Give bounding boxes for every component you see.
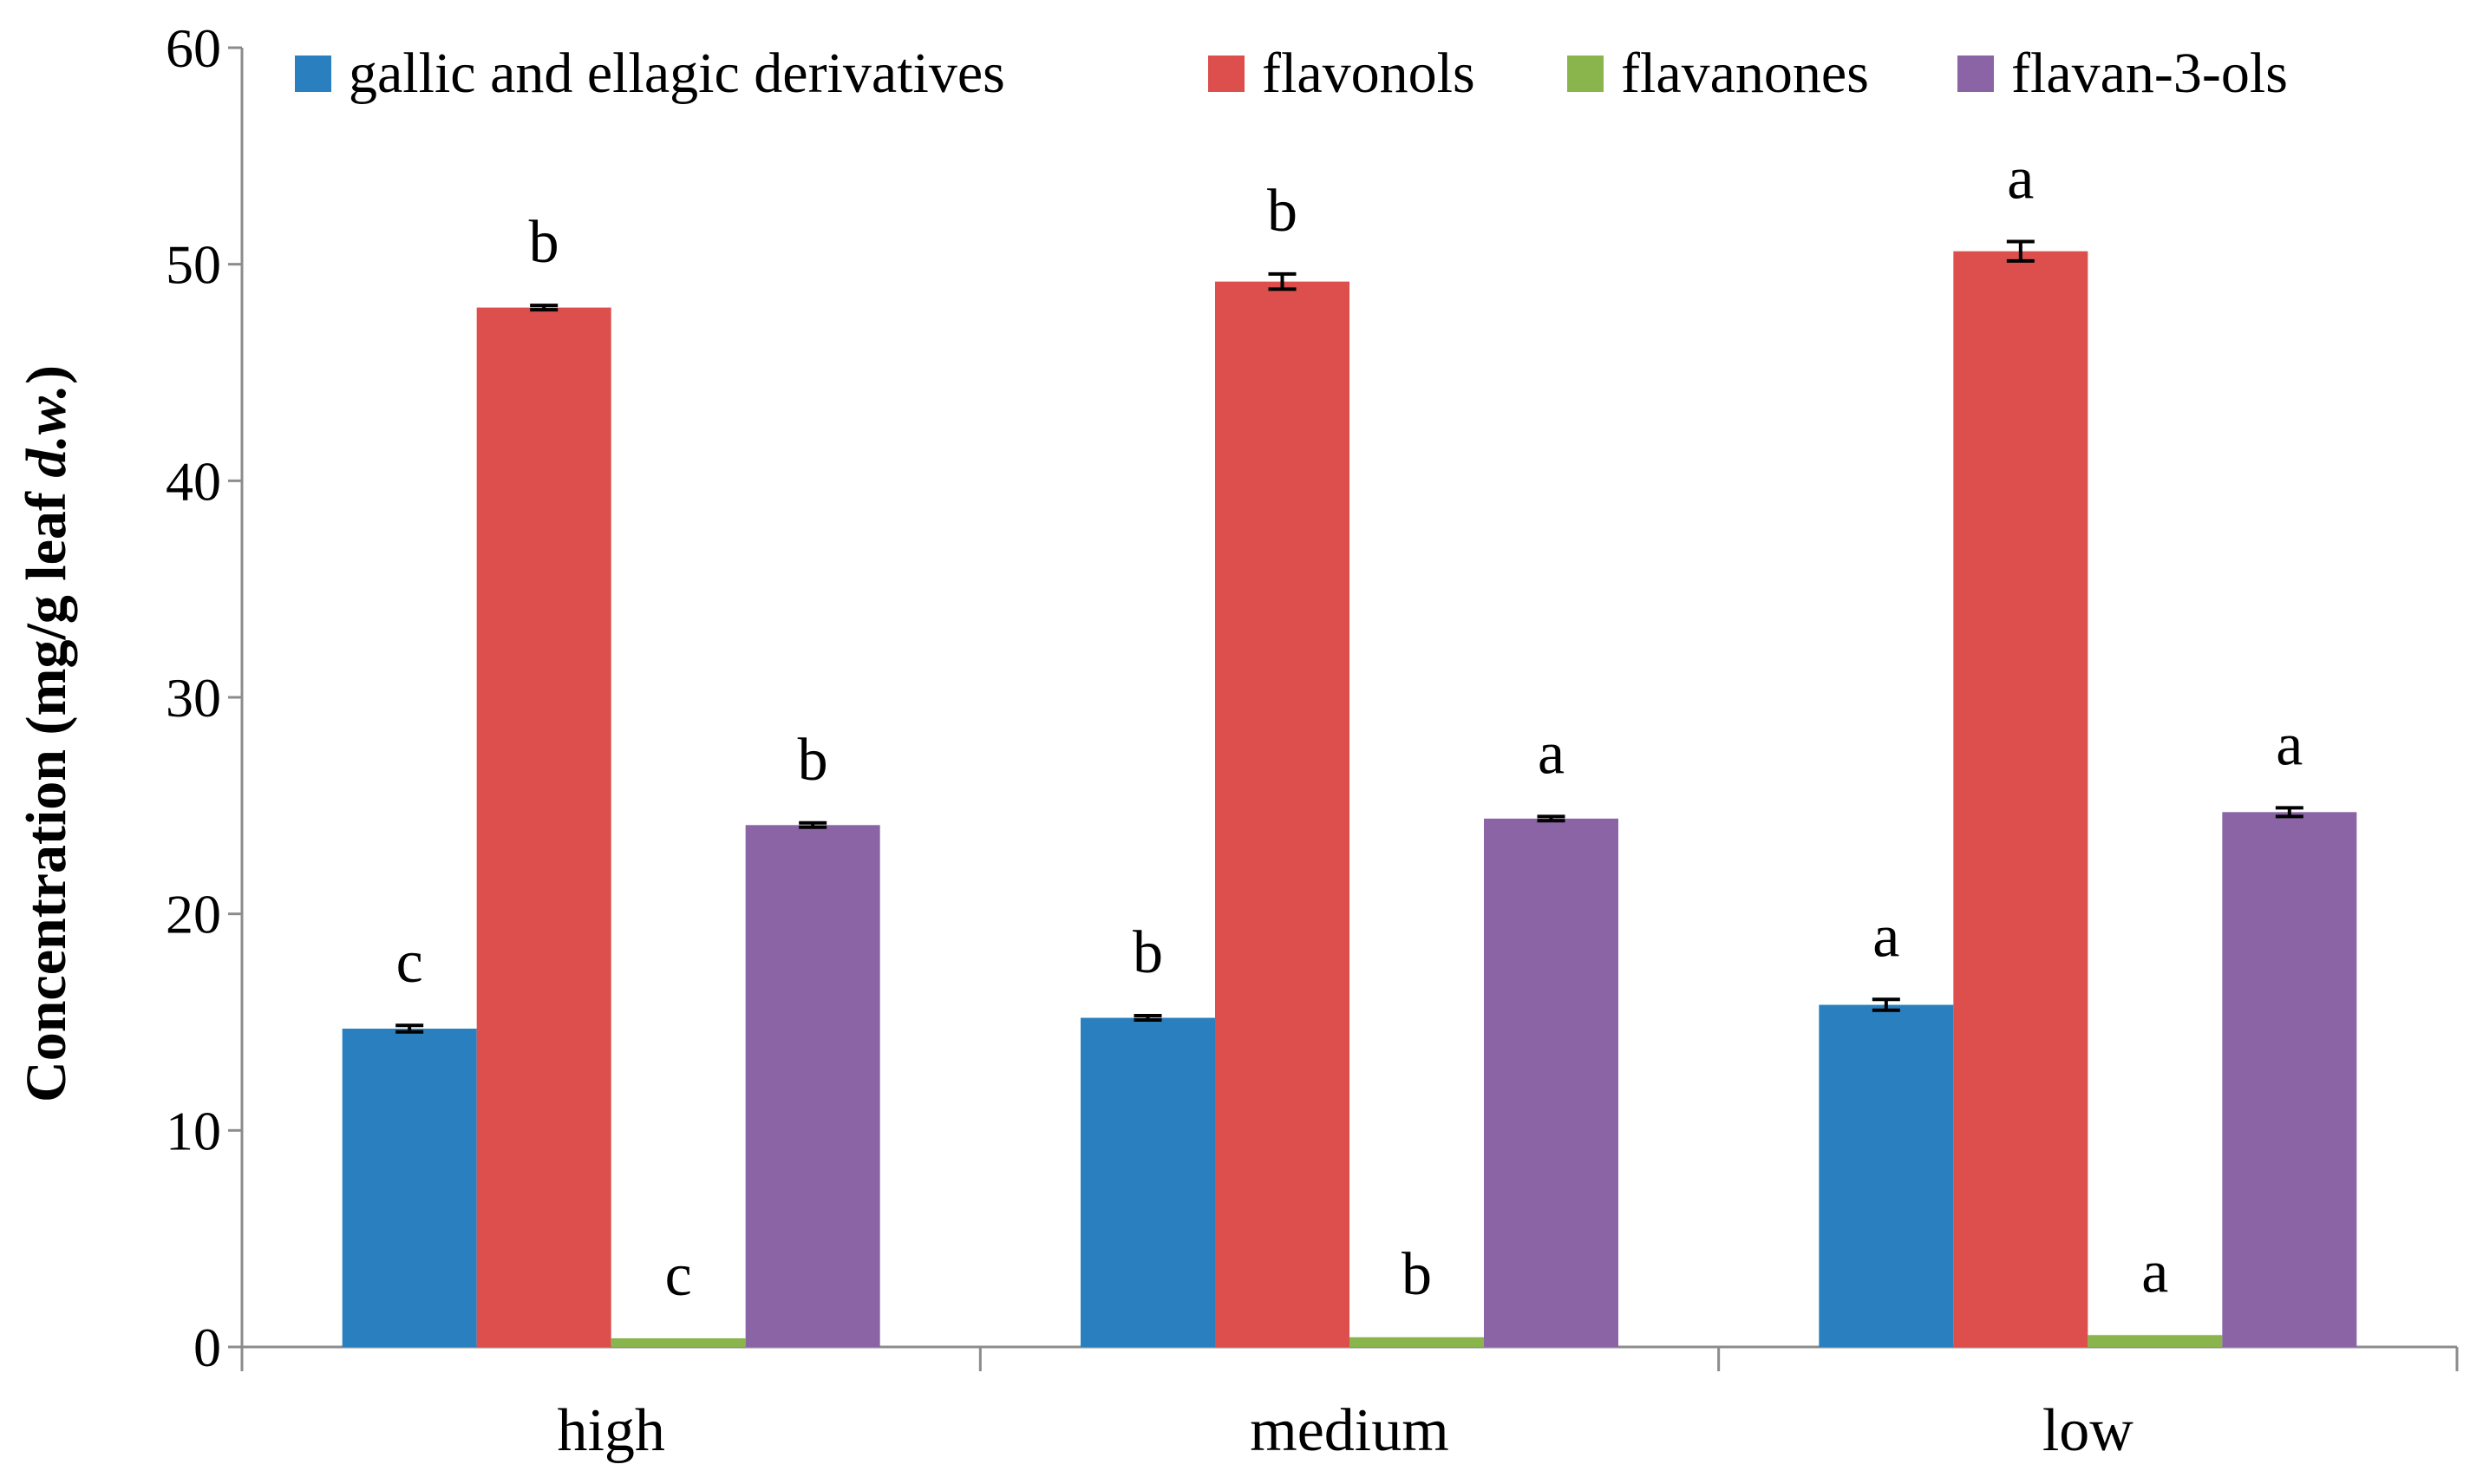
legend-swatch-flavan-3-ols [1957, 56, 1994, 92]
legend-item-flavonols: flavonols [1208, 42, 1475, 105]
letter-gallic-and-ellagic-derivatives-medium: b [1133, 919, 1163, 986]
legend-item-flavan-3-ols: flavan-3-ols [1957, 42, 2288, 105]
bar-flavanones-high [611, 1338, 746, 1347]
axes: 0 10 20 30 40 50 60 high medium low Concentration … [15, 17, 2459, 1464]
letter-flavan-3-ols-high: b [798, 727, 828, 794]
legend-label-flavan-3-ols: flavan-3-ols [2011, 42, 2288, 105]
letter-flavan-3-ols-medium: a [1538, 720, 1565, 787]
legend-label-gallic-and-ellagic-derivatives: gallic and ellagic derivatives [349, 42, 1005, 105]
legend-item-gallic-and-ellagic-derivatives: gallic and ellagic derivatives [295, 42, 1005, 105]
y-tick-label: 20 [166, 884, 221, 945]
x-tick-label-medium: medium [1250, 1397, 1448, 1464]
y-axis-title: Concentration (mg/g leaf d.w.) [15, 365, 78, 1102]
x-tick-label-low: low [2042, 1397, 2133, 1464]
x-tick-label-high: high [557, 1397, 664, 1464]
significance-letters: c b c b b b b a a a a a [396, 145, 2303, 1309]
legend-item-flavanones: flavanones [1567, 42, 1869, 105]
legend-label-flavonols: flavonols [1262, 42, 1475, 105]
y-tick-label: 60 [166, 17, 221, 79]
y-tick-label: 30 [166, 667, 221, 729]
legend-swatch-flavanones [1567, 56, 1604, 92]
legend-label-flavanones: flavanones [1621, 42, 1869, 105]
y-tick-label: 10 [166, 1100, 221, 1161]
letter-gallic-and-ellagic-derivatives-high: c [396, 929, 423, 996]
bar-flavan-3-ols-medium [1484, 818, 1618, 1347]
bar-flavanones-medium [1349, 1337, 1484, 1347]
letter-flavanones-medium: b [1402, 1241, 1432, 1308]
letter-flavonols-high: b [529, 209, 559, 276]
y-tick-label: 50 [166, 234, 221, 296]
bar-flavonols-medium [1215, 281, 1349, 1347]
bar-flavonols-low [1953, 251, 2088, 1348]
bar-flavonols-high [476, 307, 611, 1348]
y-axis-title-part: ) [15, 365, 78, 384]
letter-flavanones-low: a [2141, 1239, 2168, 1305]
bar-gallic-and-ellagic-derivatives-low [1819, 1004, 1954, 1347]
letter-gallic-and-ellagic-derivatives-low: a [1872, 903, 1899, 970]
bar-flavanones-low [2088, 1335, 2223, 1347]
bar-flavan-3-ols-low [2222, 812, 2357, 1347]
letter-flavanones-high: c [665, 1242, 692, 1309]
bar-flavan-3-ols-high [745, 825, 880, 1347]
bars [342, 239, 2357, 1348]
y-tick-label: 0 [193, 1317, 221, 1378]
legend-swatch-flavonols [1208, 56, 1245, 92]
letter-flavan-3-ols-low: a [2276, 711, 2303, 778]
y-tick-label: 40 [166, 450, 221, 512]
legend-swatch-gallic-and-ellagic-derivatives [295, 56, 331, 92]
bar-gallic-and-ellagic-derivatives-high [342, 1028, 477, 1347]
letter-flavonols-low: a [2007, 145, 2034, 212]
legend: gallic and ellagic derivatives flavonols f… [295, 42, 2288, 105]
letter-flavonols-medium: b [1267, 178, 1297, 245]
bar-gallic-and-ellagic-derivatives-medium [1081, 1017, 1215, 1347]
y-axis-title-part: Concentration (mg/g leaf [15, 478, 78, 1102]
y-axis-title-part: d.w. [15, 384, 78, 478]
